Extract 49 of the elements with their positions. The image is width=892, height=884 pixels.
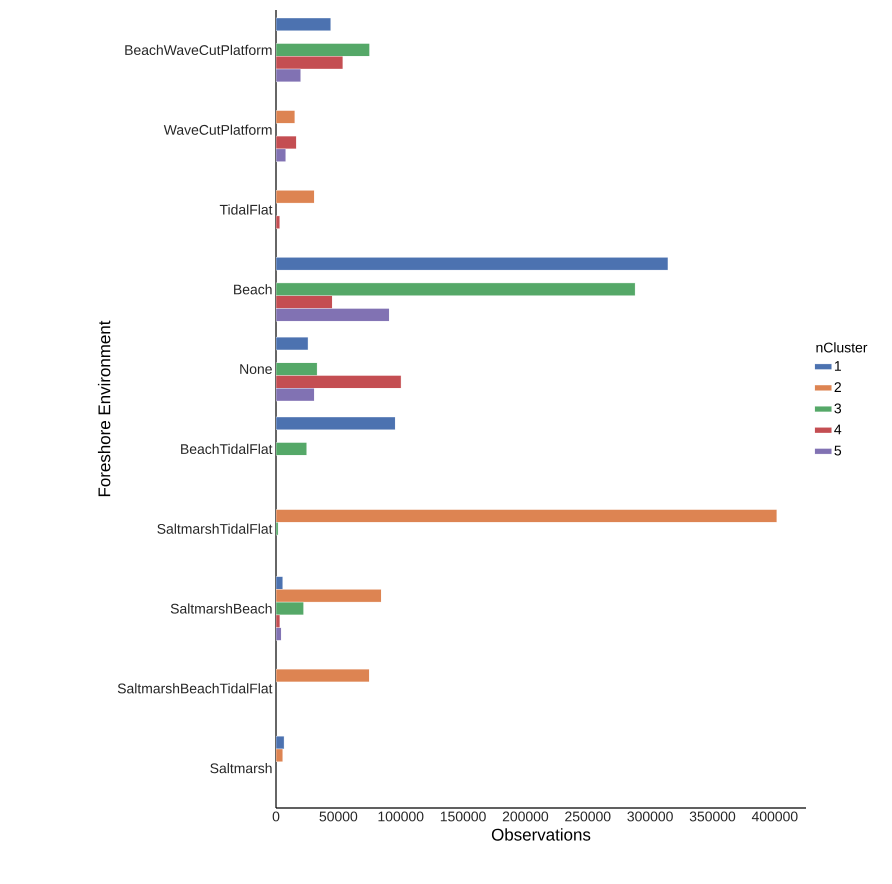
x-tick-label: 350000 — [690, 812, 736, 822]
bar — [276, 190, 314, 204]
legend-label: 2 — [834, 382, 841, 392]
bar — [276, 68, 301, 82]
bar — [276, 388, 314, 402]
bar — [276, 416, 396, 430]
x-tick-label: 200000 — [502, 812, 548, 822]
bar — [276, 362, 318, 376]
y-tick-label: BeachTidalFlat — [181, 444, 272, 454]
y-tick-label: WaveCutPlatform — [164, 124, 272, 135]
bar — [276, 282, 636, 296]
y-tick-label: TidalFlat — [220, 204, 272, 215]
y-tick-label: SaltmarshBeach — [170, 603, 272, 614]
legend-label: 5 — [834, 446, 842, 456]
bar — [276, 18, 331, 31]
x-tick-label: 300000 — [627, 812, 673, 822]
x-tick-label: 0 — [272, 812, 280, 822]
bar — [276, 43, 370, 56]
y-tick-label: Saltmarsh — [210, 762, 272, 774]
legend-label: 3 — [834, 403, 842, 414]
legend-label: 4 — [834, 424, 842, 434]
bar — [276, 295, 332, 309]
x-axis-title: Observations — [492, 828, 590, 841]
x-tick-label: 50000 — [320, 812, 358, 822]
bar — [276, 136, 297, 150]
bar — [276, 602, 304, 616]
bar — [276, 148, 286, 162]
y-tick-label: Beach — [234, 284, 272, 294]
bar — [276, 442, 307, 456]
x-tick-label: 250000 — [565, 812, 610, 822]
bar — [276, 110, 296, 124]
y-tick-label: SaltmarshTidalFlat — [157, 524, 272, 534]
y-tick-label: BeachWaveCutPlatform — [125, 44, 272, 56]
bar — [276, 308, 390, 322]
y-tick-label: SaltmarshBeachTidalFlat — [118, 683, 272, 694]
bar — [276, 336, 308, 350]
bar — [276, 375, 402, 388]
x-tick-label: 400000 — [752, 812, 798, 822]
legend-title: nCluster — [816, 342, 868, 352]
bar — [276, 56, 344, 70]
x-tick-label: 100000 — [378, 812, 424, 822]
bar — [276, 257, 668, 270]
bar — [276, 589, 382, 602]
y-tick-label: None — [240, 364, 272, 374]
y-axis-title: Foreshore Environment — [98, 320, 110, 496]
bar — [276, 668, 370, 682]
bar — [276, 509, 778, 523]
x-tick-label: 150000 — [440, 812, 486, 822]
legend-label: 1 — [834, 361, 841, 371]
